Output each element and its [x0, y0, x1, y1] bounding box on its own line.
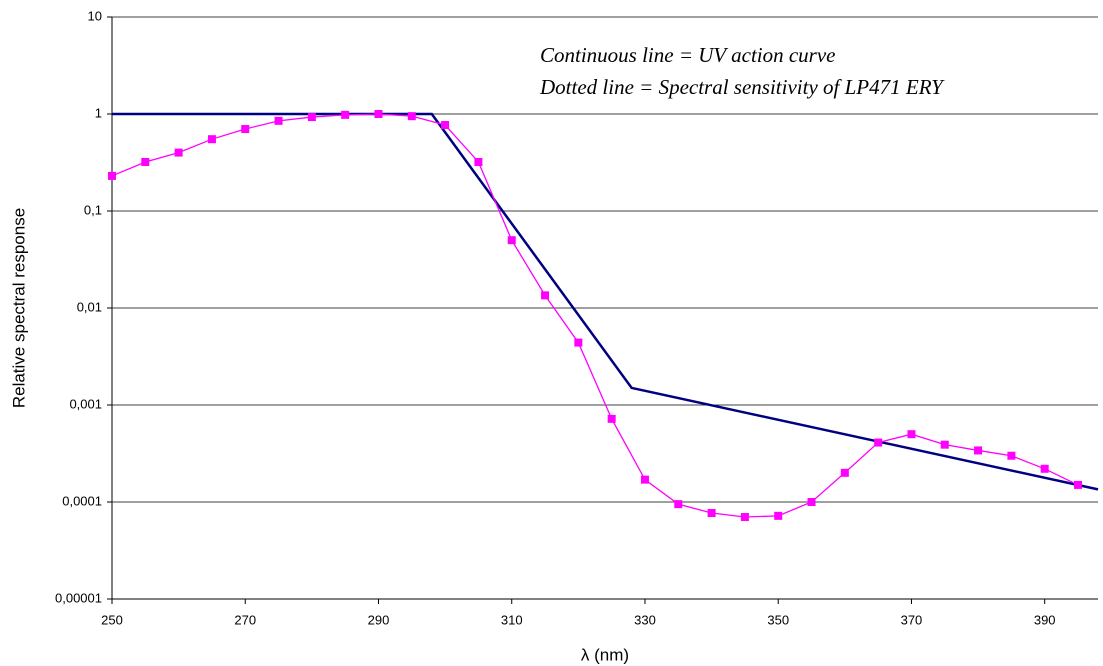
marker	[874, 438, 883, 447]
marker	[640, 475, 649, 484]
marker	[541, 291, 550, 300]
y-tick-label: 0,1	[84, 202, 102, 217]
marker	[974, 446, 983, 455]
marker	[207, 135, 216, 144]
y-tick-label: 0,00001	[55, 590, 102, 605]
marker	[474, 158, 483, 167]
marker	[407, 112, 416, 121]
series-line	[111, 113, 1079, 518]
x-tick-label: 290	[368, 612, 390, 627]
x-tick-label: 390	[1034, 612, 1056, 627]
marker	[607, 414, 616, 423]
y-tick-label: 0,0001	[62, 493, 102, 508]
marker	[1007, 451, 1016, 460]
marker	[774, 511, 783, 520]
y-tick-label: 0,01	[77, 299, 102, 314]
x-tick-label: 250	[101, 612, 123, 627]
marker	[674, 500, 683, 509]
marker	[907, 430, 916, 439]
marker	[108, 171, 116, 180]
marker	[141, 158, 150, 167]
marker	[507, 236, 516, 245]
marker	[940, 440, 949, 449]
y-axis-label: Relative spectral response	[9, 208, 28, 408]
series-line	[112, 112, 1099, 491]
marker	[174, 148, 183, 157]
marker	[241, 125, 250, 134]
y-tick-label: 10	[88, 8, 102, 23]
x-tick-label: 330	[634, 612, 656, 627]
x-tick-label: 350	[767, 612, 789, 627]
marker	[441, 121, 450, 130]
y-tick-label: 0,001	[69, 396, 102, 411]
marker	[1074, 480, 1083, 489]
annotation: Continuous line = UV action curve	[540, 43, 836, 67]
marker	[574, 338, 583, 347]
x-axis-label: λ (nm)	[581, 645, 629, 664]
marker	[807, 498, 816, 506]
marker	[274, 116, 283, 125]
y-tick-label: 1	[95, 105, 102, 120]
marker	[1040, 464, 1049, 473]
annotation: Dotted line = Spectral sensitivity of LP…	[539, 75, 945, 99]
marker	[840, 468, 849, 477]
marker	[707, 509, 716, 518]
x-tick-label: 270	[234, 612, 256, 627]
marker	[341, 110, 350, 119]
x-tick-label: 310	[501, 612, 523, 627]
marker	[374, 110, 383, 118]
x-tick-label: 370	[901, 612, 923, 627]
marker	[740, 513, 749, 522]
marker	[307, 113, 316, 122]
